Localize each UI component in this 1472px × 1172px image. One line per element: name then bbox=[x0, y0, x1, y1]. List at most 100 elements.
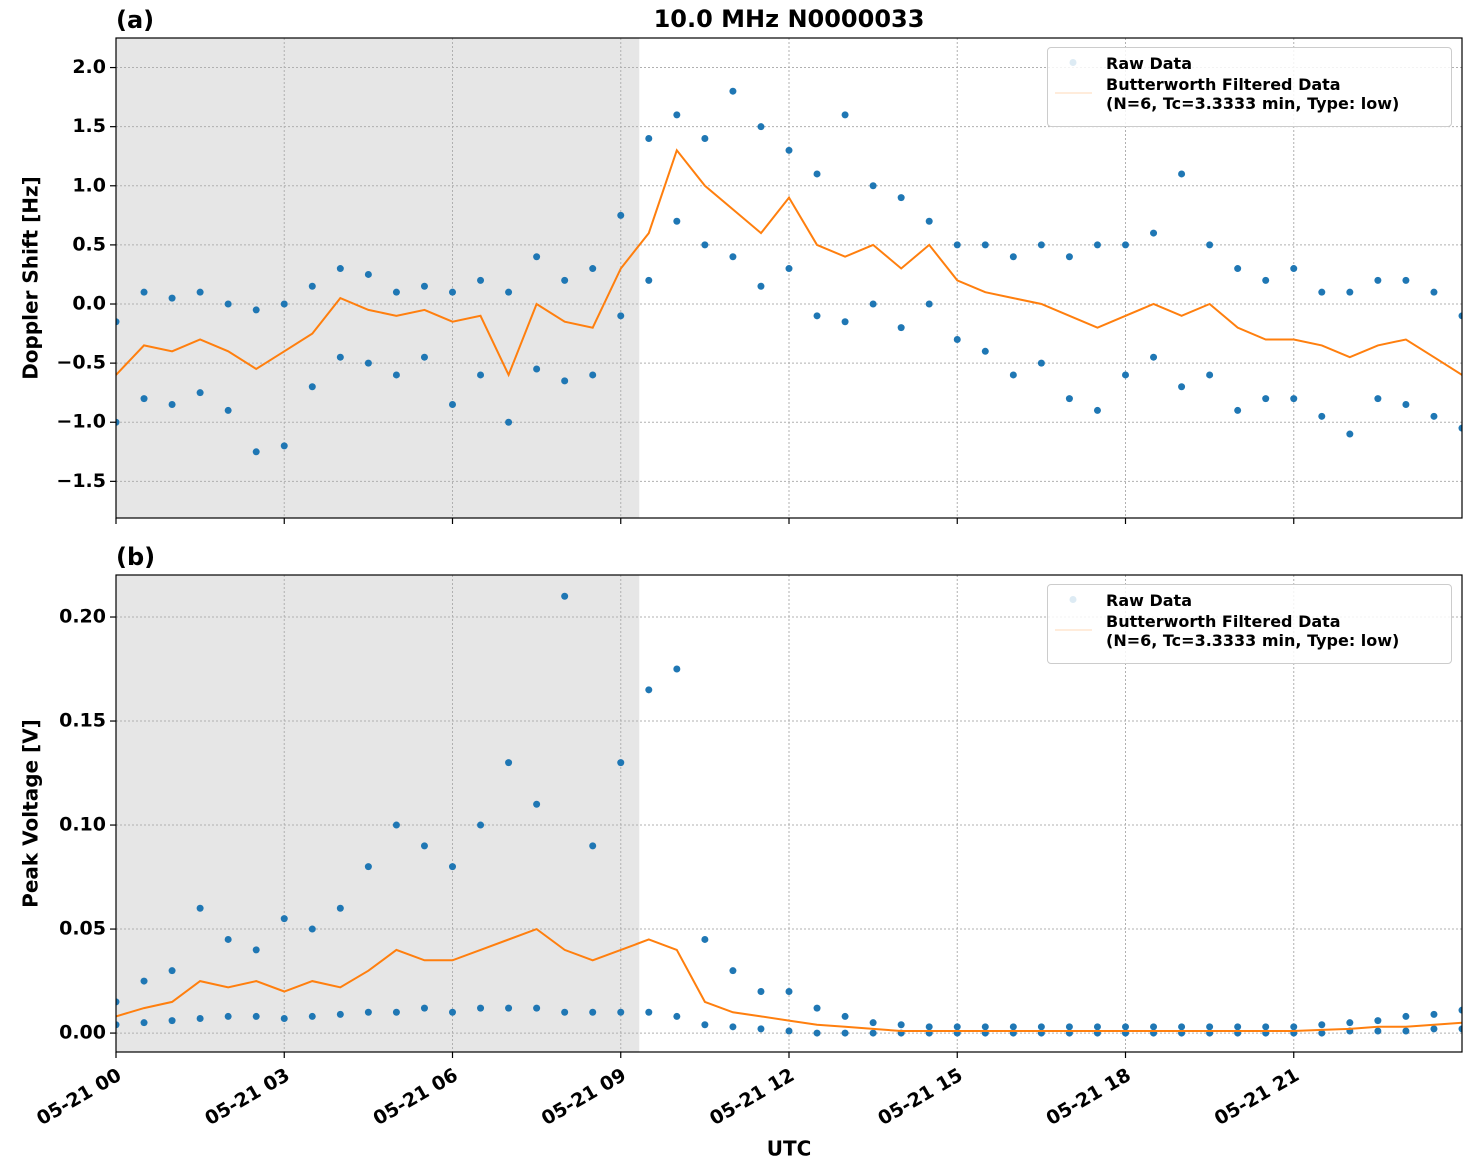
raw-point bbox=[1430, 412, 1438, 420]
raw-point bbox=[1290, 395, 1298, 403]
raw-point bbox=[280, 1015, 288, 1023]
raw-point bbox=[1234, 406, 1242, 414]
raw-point bbox=[1346, 1019, 1354, 1027]
raw-point bbox=[224, 1012, 232, 1020]
raw-point bbox=[1430, 1010, 1438, 1018]
raw-point bbox=[1178, 383, 1186, 391]
raw-point bbox=[364, 270, 372, 278]
y-tick-label: 0.15 bbox=[59, 710, 106, 732]
shade bbox=[116, 575, 640, 1052]
raw-point bbox=[841, 1029, 849, 1037]
raw-point bbox=[392, 1008, 400, 1016]
raw-point bbox=[869, 182, 877, 190]
raw-point bbox=[505, 288, 513, 296]
raw-point bbox=[1150, 1023, 1158, 1031]
legend-label: Butterworth Filtered Data (N=6, Tc=3.333… bbox=[1106, 75, 1400, 113]
raw-point bbox=[1290, 1023, 1298, 1031]
raw-point bbox=[841, 111, 849, 119]
raw-point bbox=[1262, 395, 1270, 403]
raw-point bbox=[392, 821, 400, 829]
raw-point bbox=[701, 935, 709, 943]
raw-point bbox=[617, 312, 625, 320]
raw-point bbox=[168, 1017, 176, 1025]
x-tick-label: 05-21 06 bbox=[369, 1064, 461, 1130]
raw-point bbox=[1122, 371, 1129, 379]
raw-point bbox=[729, 1023, 737, 1031]
x-axis-label: UTC bbox=[767, 1137, 812, 1161]
raw-point bbox=[336, 353, 344, 361]
raw-point bbox=[1458, 312, 1462, 320]
raw-point bbox=[308, 383, 316, 391]
raw-point bbox=[897, 194, 905, 202]
raw-point bbox=[561, 377, 569, 385]
raw-point bbox=[617, 759, 625, 767]
raw-point bbox=[533, 365, 541, 373]
raw-point bbox=[1318, 412, 1326, 420]
raw-point bbox=[116, 418, 120, 426]
raw-point bbox=[1346, 430, 1354, 438]
x-tick-label: 05-21 09 bbox=[538, 1064, 630, 1130]
raw-point bbox=[1458, 1025, 1462, 1033]
y-tick-label: 0.20 bbox=[59, 606, 106, 628]
raw-point bbox=[589, 1008, 597, 1016]
legend-label: Butterworth Filtered Data (N=6, Tc=3.333… bbox=[1106, 612, 1400, 650]
raw-point bbox=[981, 347, 989, 355]
raw-point bbox=[420, 1004, 428, 1012]
raw-point bbox=[953, 335, 961, 343]
raw-point bbox=[645, 686, 653, 694]
raw-point bbox=[1206, 241, 1214, 249]
raw-point bbox=[168, 967, 176, 975]
raw-point bbox=[785, 265, 793, 273]
raw-point bbox=[477, 1004, 485, 1012]
raw-point bbox=[505, 418, 513, 426]
raw-point bbox=[1402, 1027, 1410, 1035]
x-tick-label: 05-21 12 bbox=[706, 1064, 798, 1130]
raw-point bbox=[1122, 241, 1129, 249]
raw-point bbox=[841, 1012, 849, 1020]
raw-point bbox=[1093, 1023, 1101, 1031]
raw-point bbox=[925, 1023, 933, 1031]
raw-point bbox=[1402, 1012, 1410, 1020]
raw-point bbox=[841, 318, 849, 326]
raw-point bbox=[785, 146, 793, 154]
raw-point bbox=[116, 998, 120, 1006]
x-tick-label: 05-21 15 bbox=[874, 1064, 966, 1130]
raw-point bbox=[1318, 1021, 1326, 1029]
raw-point bbox=[1093, 406, 1101, 414]
panel-label: (b) bbox=[116, 543, 155, 571]
y-tick-label: 0.00 bbox=[59, 1022, 106, 1044]
raw-point bbox=[280, 442, 288, 450]
plot-area bbox=[116, 592, 1462, 1037]
raw-point bbox=[449, 1008, 456, 1016]
y-tick-label: −1.0 bbox=[56, 411, 106, 433]
raw-point bbox=[449, 288, 456, 296]
raw-point bbox=[196, 288, 204, 296]
raw-point bbox=[477, 821, 485, 829]
raw-point bbox=[1009, 1023, 1017, 1031]
raw-point bbox=[116, 1021, 120, 1029]
filtered-line bbox=[116, 927, 1462, 1032]
y-axis-label: Doppler Shift [Hz] bbox=[19, 176, 43, 380]
raw-point bbox=[729, 967, 737, 975]
raw-point bbox=[140, 288, 148, 296]
raw-point bbox=[1093, 241, 1101, 249]
raw-point bbox=[1122, 1023, 1129, 1031]
raw-point bbox=[505, 1004, 513, 1012]
raw-point bbox=[392, 288, 400, 296]
raw-point bbox=[1262, 276, 1270, 284]
y-tick-label: 0.0 bbox=[72, 293, 106, 315]
raw-point bbox=[813, 1029, 821, 1037]
raw-point bbox=[1346, 288, 1354, 296]
raw-point bbox=[308, 1012, 316, 1020]
raw-point bbox=[280, 300, 288, 308]
raw-point bbox=[561, 1008, 569, 1016]
raw-point bbox=[729, 87, 737, 95]
raw-point bbox=[1374, 1027, 1382, 1035]
raw-point bbox=[757, 1025, 765, 1033]
raw-point bbox=[168, 294, 176, 302]
x-tick-label: 05-21 00 bbox=[33, 1064, 125, 1130]
raw-point bbox=[1374, 395, 1382, 403]
raw-point bbox=[813, 1004, 821, 1012]
raw-point bbox=[252, 946, 260, 954]
